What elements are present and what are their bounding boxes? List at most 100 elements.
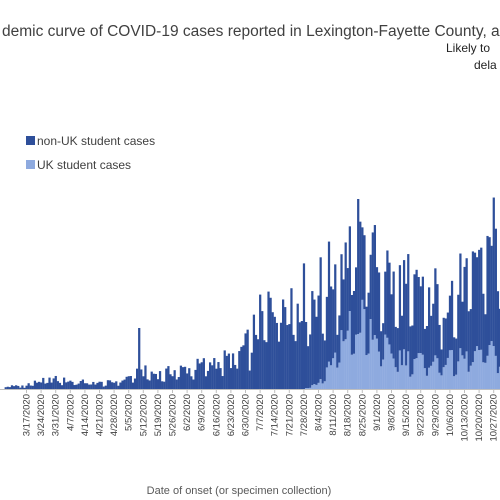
bar-non-uk bbox=[94, 384, 97, 389]
bar-non-uk bbox=[161, 381, 164, 389]
bar-non-uk bbox=[106, 380, 110, 389]
bar-non-uk bbox=[144, 365, 147, 389]
bar-non-uk bbox=[275, 322, 278, 389]
bar-non-uk bbox=[307, 346, 310, 389]
bar-non-uk bbox=[311, 291, 314, 386]
bar-non-uk bbox=[236, 368, 239, 389]
bar-non-uk bbox=[419, 286, 422, 354]
bar-non-uk bbox=[69, 380, 72, 389]
bar-non-uk bbox=[90, 384, 93, 389]
bar-non-uk bbox=[10, 385, 14, 389]
bar-uk bbox=[498, 366, 500, 389]
bar-non-uk bbox=[394, 326, 397, 368]
bar-non-uk bbox=[104, 385, 107, 389]
bar-non-uk bbox=[398, 265, 402, 351]
bar-non-uk bbox=[359, 221, 362, 333]
bar-non-uk bbox=[117, 385, 120, 389]
bar-non-uk bbox=[382, 323, 385, 360]
bar-non-uk bbox=[92, 381, 95, 389]
bar-non-uk bbox=[475, 257, 479, 347]
bar-uk bbox=[390, 353, 393, 389]
bar-uk bbox=[478, 350, 481, 389]
annotation-line-1: Likely to bbox=[446, 41, 490, 55]
bar-uk bbox=[465, 351, 468, 389]
bar-non-uk bbox=[444, 318, 447, 365]
bar-uk bbox=[444, 364, 447, 389]
bar-non-uk bbox=[405, 283, 408, 366]
bar-non-uk bbox=[79, 381, 82, 389]
bar-non-uk bbox=[136, 368, 139, 389]
bar-uk bbox=[405, 365, 408, 389]
x-tick-label: 8/18/2020 bbox=[343, 394, 354, 436]
bar-uk bbox=[455, 374, 458, 389]
bar-non-uk bbox=[471, 251, 475, 363]
bar-non-uk bbox=[371, 232, 374, 340]
x-tick-label: 5/5/2020 bbox=[124, 394, 135, 431]
bar-non-uk bbox=[484, 314, 487, 363]
bar-non-uk bbox=[355, 267, 358, 335]
bar-uk bbox=[411, 374, 414, 389]
bar-non-uk bbox=[196, 358, 199, 389]
bar-non-uk bbox=[167, 366, 170, 389]
bar-uk bbox=[490, 341, 493, 389]
bar-non-uk bbox=[261, 311, 264, 389]
bar-non-uk bbox=[438, 324, 441, 373]
bar-non-uk bbox=[37, 381, 41, 389]
bar-non-uk bbox=[231, 353, 235, 389]
bar-non-uk bbox=[277, 341, 281, 389]
bar-non-uk bbox=[19, 387, 22, 389]
bar-uk bbox=[313, 384, 316, 389]
bar-non-uk bbox=[273, 316, 276, 389]
bar-non-uk bbox=[77, 383, 80, 389]
bar-non-uk bbox=[488, 237, 491, 346]
bar-non-uk bbox=[380, 331, 383, 367]
bar-non-uk bbox=[388, 262, 391, 345]
bar-uk bbox=[346, 330, 349, 389]
bar-non-uk bbox=[229, 368, 233, 389]
x-tick-label: 9/22/2020 bbox=[416, 394, 427, 436]
bar-non-uk bbox=[4, 387, 7, 389]
bar-uk bbox=[363, 309, 366, 389]
bar-non-uk bbox=[158, 371, 162, 389]
bar-non-uk bbox=[198, 363, 201, 389]
bar-non-uk bbox=[215, 368, 218, 389]
bar-non-uk bbox=[469, 309, 472, 366]
bar-non-uk bbox=[267, 291, 270, 389]
bar-uk bbox=[425, 375, 429, 389]
bar-non-uk bbox=[248, 370, 251, 389]
bar-non-uk bbox=[240, 346, 243, 389]
bar-non-uk bbox=[183, 366, 187, 389]
bar-non-uk bbox=[463, 266, 466, 359]
bar-uk bbox=[473, 351, 477, 389]
bar-uk bbox=[342, 341, 345, 389]
bar-uk bbox=[394, 367, 397, 389]
bar-uk bbox=[361, 299, 364, 389]
bar-non-uk bbox=[29, 385, 32, 389]
x-tick-label: 6/9/2020 bbox=[197, 394, 208, 431]
bar-non-uk bbox=[346, 268, 349, 331]
bar-non-uk bbox=[327, 241, 331, 362]
bar-non-uk bbox=[42, 377, 45, 389]
bar-non-uk bbox=[290, 288, 293, 389]
bar-uk bbox=[419, 353, 422, 389]
bar-non-uk bbox=[21, 385, 24, 389]
x-tick-label: 10/6/2020 bbox=[445, 394, 456, 436]
bar-uk bbox=[415, 358, 418, 389]
bar-uk bbox=[471, 362, 475, 389]
bar-non-uk bbox=[325, 296, 329, 368]
bar-non-uk bbox=[365, 306, 368, 356]
bar-non-uk bbox=[375, 267, 379, 339]
bar-non-uk bbox=[459, 253, 462, 349]
bar-non-uk bbox=[131, 382, 135, 389]
bar-non-uk bbox=[421, 276, 424, 355]
bar-non-uk bbox=[127, 376, 130, 389]
bar-non-uk bbox=[173, 370, 176, 389]
x-tick-label: 6/2/2020 bbox=[182, 394, 193, 431]
bar-non-uk bbox=[190, 376, 193, 389]
x-tick-label: 9/15/2020 bbox=[401, 394, 412, 436]
bar-non-uk bbox=[56, 381, 59, 389]
bar-non-uk bbox=[148, 380, 151, 389]
bar-non-uk bbox=[373, 225, 377, 336]
bar-non-uk bbox=[286, 325, 289, 389]
bar-uk bbox=[338, 362, 341, 389]
